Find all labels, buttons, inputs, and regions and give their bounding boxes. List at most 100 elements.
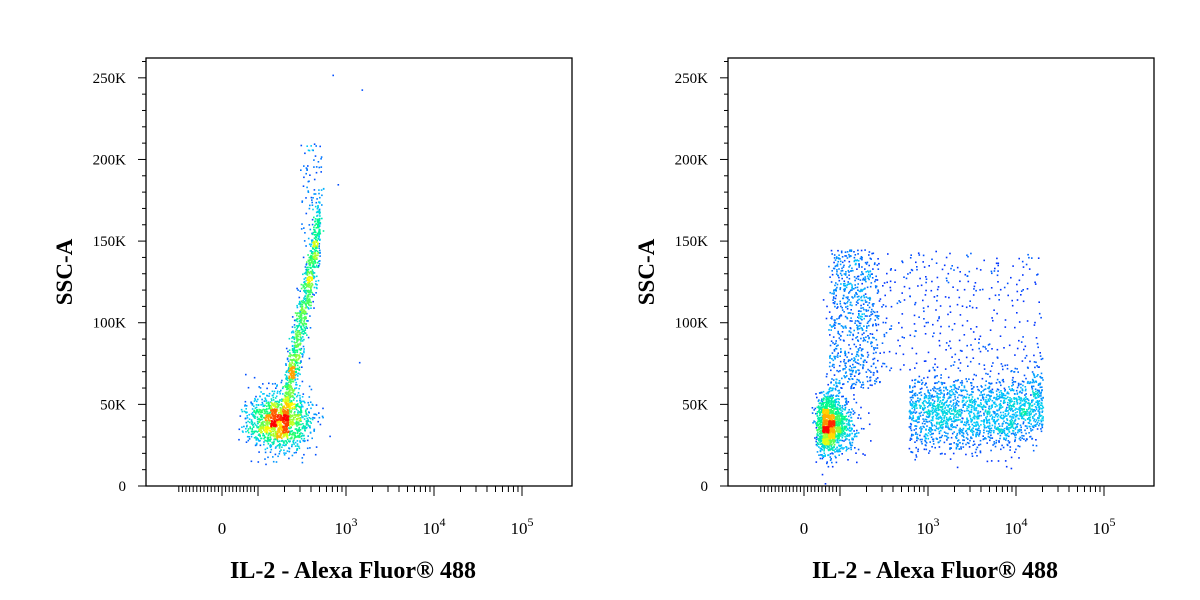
event-dot	[886, 281, 888, 284]
event-dot	[274, 410, 276, 412]
event-dot	[952, 403, 954, 406]
event-dot	[877, 268, 880, 270]
event-dot	[289, 421, 292, 424]
event-dot	[952, 364, 955, 366]
event-dot	[1016, 411, 1019, 413]
event-dot	[833, 374, 836, 376]
event-dot	[978, 444, 980, 446]
event-dot	[310, 272, 313, 274]
event-dot	[1013, 433, 1015, 435]
event-dot	[1003, 437, 1005, 439]
event-dot	[979, 269, 982, 271]
event-dot	[860, 289, 862, 292]
event-dot	[286, 418, 288, 420]
event-dot	[946, 393, 948, 396]
event-dot	[856, 429, 858, 432]
event-dot	[293, 436, 296, 439]
event-dot	[953, 384, 956, 386]
event-dot	[975, 422, 977, 424]
event-dot	[293, 338, 296, 341]
event-dot	[309, 401, 312, 403]
event-dot	[271, 413, 273, 415]
event-dot	[275, 423, 277, 426]
event-dot	[1014, 367, 1017, 370]
event-dot	[861, 299, 864, 302]
event-dot	[870, 342, 872, 345]
event-dot	[930, 395, 933, 397]
event-dot	[310, 258, 313, 261]
event-dot	[985, 402, 988, 404]
event-dot	[946, 437, 949, 439]
event-dot	[292, 389, 295, 392]
event-dot	[944, 435, 946, 437]
event-dot	[938, 430, 941, 433]
event-dot	[981, 377, 984, 380]
event-dot	[305, 263, 308, 265]
event-dot	[965, 422, 968, 425]
event-dot	[875, 351, 877, 354]
event-dot	[312, 197, 314, 199]
event-dot	[839, 288, 841, 291]
event-dot	[853, 359, 856, 362]
event-dot	[294, 445, 297, 447]
event-dot	[1037, 410, 1039, 412]
event-dot	[1018, 428, 1021, 431]
event-dot	[288, 375, 291, 378]
event-dot	[877, 323, 880, 326]
event-dot	[308, 385, 311, 388]
event-dot	[938, 316, 940, 318]
event-dot	[302, 285, 305, 288]
event-dot	[995, 442, 997, 444]
event-dot	[972, 434, 974, 436]
event-dot	[834, 388, 837, 391]
event-dot	[918, 254, 921, 256]
event-dot	[296, 448, 299, 451]
event-dot	[287, 368, 290, 371]
event-dot	[836, 318, 838, 320]
event-dot	[1032, 385, 1035, 388]
event-dot	[914, 458, 916, 461]
event-dot	[842, 339, 845, 342]
event-dot	[255, 412, 257, 415]
event-dot	[953, 385, 956, 388]
event-dot	[869, 318, 872, 320]
event-dot	[318, 213, 321, 215]
event-dot	[289, 362, 291, 364]
event-dot	[294, 422, 297, 424]
event-dot	[296, 418, 298, 420]
event-dot	[840, 305, 842, 308]
event-dot	[311, 273, 313, 275]
event-dot	[260, 416, 263, 419]
event-dot	[909, 334, 912, 337]
event-dot	[288, 417, 291, 419]
event-dot	[310, 388, 313, 391]
event-dot	[865, 310, 868, 312]
event-dot	[302, 416, 304, 419]
event-dot	[870, 273, 873, 275]
event-dot	[1031, 378, 1034, 381]
event-dot	[954, 396, 956, 398]
event-dot	[865, 371, 868, 373]
event-dot	[968, 378, 970, 380]
event-dot	[966, 417, 968, 420]
event-dot	[289, 352, 291, 354]
event-dot	[988, 395, 991, 397]
event-dot	[918, 412, 921, 415]
event-dot	[931, 258, 933, 261]
event-dot	[1006, 404, 1009, 406]
event-dot	[870, 371, 872, 373]
event-dot	[300, 361, 302, 363]
event-dot	[303, 320, 305, 323]
event-dot	[936, 288, 939, 291]
event-dot	[839, 370, 841, 372]
event-dot	[1006, 432, 1009, 435]
event-dot	[1006, 392, 1008, 395]
event-dot	[279, 435, 281, 437]
event-dot	[293, 363, 296, 365]
event-dot	[851, 408, 853, 410]
event-dot	[985, 416, 987, 419]
event-dot	[297, 410, 299, 412]
event-dot	[831, 352, 834, 354]
event-dot	[849, 430, 851, 432]
